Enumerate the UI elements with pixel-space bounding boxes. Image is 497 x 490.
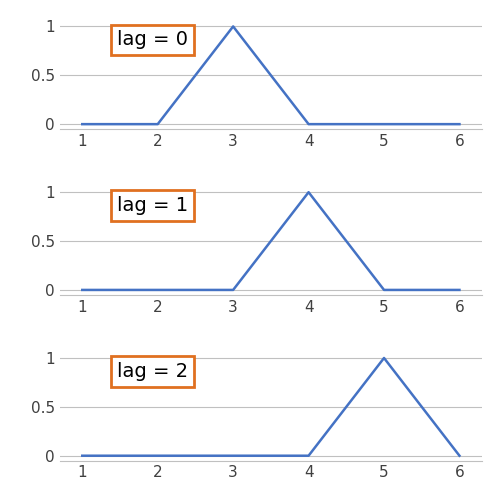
Text: lag = 0: lag = 0	[117, 30, 188, 49]
Text: lag = 1: lag = 1	[117, 196, 188, 215]
Text: lag = 2: lag = 2	[117, 362, 188, 381]
